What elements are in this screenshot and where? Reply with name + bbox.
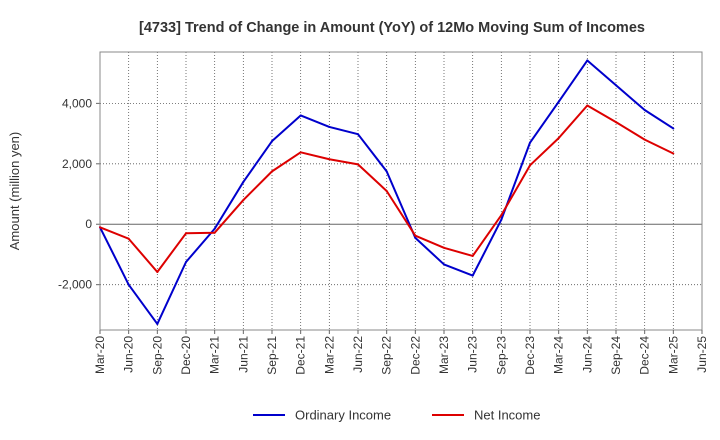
data-point-ordinary-income bbox=[328, 125, 331, 128]
y-tick-label: 4,000 bbox=[62, 96, 92, 110]
data-point-net-income bbox=[271, 170, 273, 173]
data-point-ordinary-income bbox=[414, 236, 417, 239]
data-point-ordinary-income bbox=[185, 261, 187, 264]
data-point-ordinary-income bbox=[127, 283, 130, 286]
y-tick-label: 2,000 bbox=[62, 157, 92, 171]
data-point-ordinary-income bbox=[299, 114, 302, 117]
x-tick-label: Sep-22 bbox=[380, 336, 394, 375]
data-point-net-income bbox=[385, 190, 388, 192]
data-point-net-income bbox=[99, 226, 101, 229]
data-point-net-income bbox=[328, 158, 331, 161]
data-point-net-income bbox=[672, 152, 675, 155]
y-tick-label: 0 bbox=[85, 217, 92, 231]
x-tick-label: Jun-25 bbox=[695, 336, 709, 373]
x-tick-label: Dec-23 bbox=[523, 336, 537, 375]
data-point-net-income bbox=[156, 270, 159, 273]
data-point-ordinary-income bbox=[471, 274, 474, 277]
chart-title: [4733] Trend of Change in Amount (YoY) o… bbox=[139, 20, 645, 36]
data-point-ordinary-income bbox=[271, 140, 273, 143]
x-tick-label: Jun-20 bbox=[122, 336, 136, 373]
data-point-net-income bbox=[414, 234, 417, 237]
x-tick-label: Sep-20 bbox=[150, 336, 164, 375]
x-tick-label: Mar-23 bbox=[437, 336, 451, 374]
data-point-net-income bbox=[242, 199, 245, 202]
plot-area: -2,000 0 2,000 4,000 Mar-20 Jun-20 Sep-20 Dec-2… bbox=[58, 51, 709, 375]
data-point-net-income bbox=[615, 121, 617, 124]
data-point-net-income bbox=[500, 214, 503, 217]
data-point-net-income bbox=[471, 254, 474, 257]
x-tick-label: Mar-22 bbox=[322, 336, 336, 374]
legend-label-net-income: Net Income bbox=[474, 408, 540, 423]
data-point-net-income bbox=[443, 246, 445, 249]
x-tick-label: Jun-23 bbox=[466, 336, 480, 373]
data-point-net-income bbox=[213, 231, 216, 234]
x-tick-label: Dec-21 bbox=[294, 336, 308, 375]
data-point-ordinary-income bbox=[615, 84, 617, 87]
data-point-ordinary-income bbox=[385, 170, 388, 173]
data-point-net-income bbox=[529, 164, 531, 167]
data-point-ordinary-income bbox=[357, 133, 359, 136]
x-tick-label: Jun-24 bbox=[580, 336, 594, 373]
y-axis-label: Amount (million yen) bbox=[7, 132, 22, 251]
x-tick-label: Mar-24 bbox=[552, 336, 566, 374]
data-point-net-income bbox=[357, 163, 359, 166]
data-point-ordinary-income bbox=[500, 218, 503, 221]
x-tick-label: Mar-20 bbox=[93, 336, 107, 374]
x-tick-label: Jun-21 bbox=[236, 336, 250, 373]
data-point-net-income bbox=[643, 138, 646, 141]
data-point-ordinary-income bbox=[586, 59, 589, 62]
legend: Ordinary Income Net Income bbox=[253, 408, 540, 423]
data-point-ordinary-income bbox=[242, 180, 245, 183]
x-tick-label: Dec-24 bbox=[638, 336, 652, 375]
y-tick-label: -2,000 bbox=[58, 278, 92, 292]
legend-label-ordinary-income: Ordinary Income bbox=[295, 408, 391, 423]
data-point-net-income bbox=[185, 232, 187, 235]
x-tick-label: Sep-21 bbox=[265, 336, 279, 375]
x-tick-label: Mar-21 bbox=[208, 336, 222, 374]
data-point-ordinary-income bbox=[213, 227, 216, 230]
x-tick-label: Jun-22 bbox=[351, 336, 365, 373]
x-tick-label: Sep-24 bbox=[609, 336, 623, 375]
plot-frame bbox=[99, 51, 703, 331]
data-point-net-income bbox=[299, 151, 302, 154]
data-point-net-income bbox=[557, 137, 560, 140]
data-point-ordinary-income bbox=[156, 322, 159, 325]
x-tick-label: Mar-25 bbox=[666, 336, 680, 374]
data-point-net-income bbox=[127, 237, 130, 240]
data-point-net-income bbox=[586, 104, 589, 107]
x-tick-label: Sep-23 bbox=[494, 336, 508, 375]
data-point-ordinary-income bbox=[529, 141, 531, 144]
x-tick-label: Dec-22 bbox=[408, 336, 422, 375]
data-point-ordinary-income bbox=[672, 127, 675, 130]
data-point-ordinary-income bbox=[443, 263, 445, 266]
plot-background bbox=[100, 52, 702, 330]
x-tick-label: Dec-20 bbox=[179, 336, 193, 375]
data-point-ordinary-income bbox=[557, 100, 560, 103]
data-point-ordinary-income bbox=[643, 109, 646, 112]
